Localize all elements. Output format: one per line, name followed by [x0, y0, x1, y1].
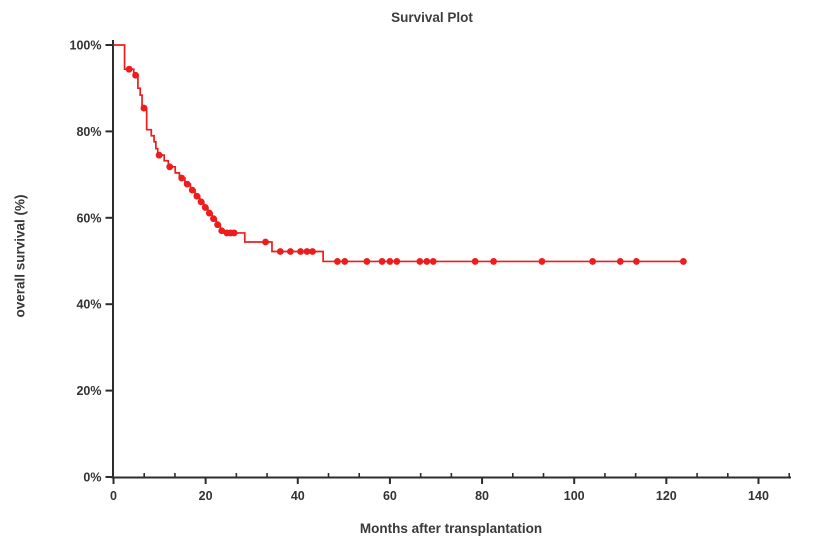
censor-mark	[166, 163, 174, 171]
censor-mark	[334, 258, 341, 265]
x-tick-label: 20	[199, 489, 213, 503]
censor-mark	[125, 65, 133, 73]
y-tick-label: 40%	[76, 298, 101, 312]
x-axis-label: Months after transplantation	[359, 521, 543, 536]
censor-mark	[276, 248, 284, 255]
censor-mark	[589, 258, 597, 265]
censor-mark	[341, 258, 349, 265]
censor-mark	[201, 204, 209, 211]
censor-mark	[214, 221, 222, 229]
censor-mark	[416, 258, 424, 265]
censor-mark	[393, 258, 401, 265]
censor-mark	[378, 258, 386, 265]
censor-mark	[616, 258, 624, 265]
censor-mark	[490, 258, 497, 265]
censor-mark	[230, 229, 238, 237]
censor-mark	[205, 209, 213, 217]
censor-mark	[679, 258, 687, 265]
censor-mark	[193, 192, 201, 200]
censor-mark	[210, 215, 217, 223]
x-tick-label: 120	[656, 489, 677, 503]
y-tick-label: 100%	[70, 39, 102, 53]
survival-curve	[113, 44, 684, 263]
censor-mark	[429, 258, 437, 265]
x-tick-label: 80	[475, 489, 489, 503]
censor-mark	[309, 248, 316, 255]
censor-mark	[386, 258, 394, 265]
censor-mark	[287, 248, 294, 255]
censor-mark	[155, 151, 163, 159]
censor-mark	[262, 238, 269, 246]
censor-mark	[363, 258, 371, 265]
chart-title: Survival Plot	[391, 10, 473, 25]
censor-mark	[632, 258, 640, 265]
censor-mark	[140, 104, 148, 112]
censor-mark	[178, 174, 186, 182]
censor-mark	[297, 248, 304, 255]
y-tick-label: 80%	[76, 125, 101, 139]
censor-mark	[471, 258, 479, 265]
x-tick-label: 140	[748, 489, 769, 503]
censor-mark	[423, 258, 431, 265]
x-tick-label: 60	[383, 489, 397, 503]
y-axis-label: overall survival (%)	[12, 194, 28, 318]
y-tick-label: 20%	[76, 384, 101, 398]
censor-mark	[183, 180, 191, 188]
y-tick-label: 0%	[83, 471, 101, 485]
x-tick-label: 100	[564, 489, 585, 503]
censor-mark	[197, 198, 205, 206]
censor-mark	[538, 258, 546, 265]
x-tick-label: 40	[291, 489, 305, 503]
x-tick-label: 0	[110, 489, 117, 503]
censor-mark	[188, 186, 196, 194]
censor-mark	[303, 248, 311, 255]
censor-mark	[132, 71, 140, 79]
y-tick-label: 60%	[76, 211, 101, 225]
